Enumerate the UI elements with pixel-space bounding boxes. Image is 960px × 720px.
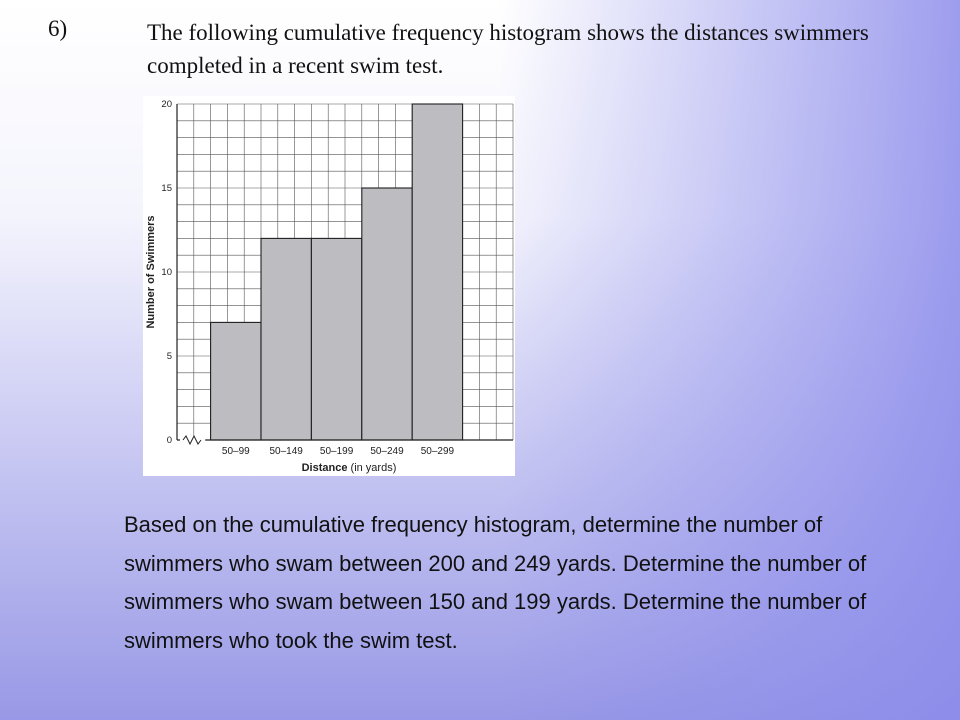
question-header: The following cumulative frequency histo…: [147, 20, 869, 78]
bar-50–99: [210, 321, 262, 441]
y-tick-label: 15: [161, 183, 172, 194]
axes: [176, 104, 513, 446]
bar-50–199: [310, 237, 363, 441]
histogram-panel: 0 5 10 15 20 50–99 50–149 50–199 50–249 50–299 Dis…: [143, 96, 515, 476]
x-tick-label: 50–149: [270, 446, 304, 457]
bars: [210, 103, 464, 441]
bar-50–249: [361, 187, 413, 441]
x-axis-title: Distance (in yards): [302, 462, 397, 474]
x-tick-label: 50–249: [370, 446, 404, 457]
axis-break-icon: [182, 434, 202, 446]
y-tick-label: 0: [167, 435, 172, 446]
y-tick-label: 5: [167, 351, 172, 362]
bar-50–299: [411, 103, 464, 441]
bar-50–149: [260, 237, 312, 441]
y-axis-title: Number of Swimmers: [145, 215, 157, 328]
x-axis-title-bold: Distance: [302, 462, 351, 474]
question-number: 6): [48, 16, 68, 41]
y-tick-label: 20: [161, 99, 172, 110]
axis-break-mask: [180, 436, 206, 444]
question-text: Based on the cumulative frequency histog…: [124, 512, 867, 653]
y-tick-label: 10: [161, 267, 172, 278]
axis-labels: 0 5 10 15 20 50–99 50–149 50–199 50–249 50–299 Dis…: [145, 99, 455, 474]
x-axis-title-units: (in yards): [351, 462, 397, 474]
x-tick-label: 50–299: [421, 446, 455, 457]
x-tick-label: 50–99: [222, 446, 250, 457]
x-tick-label: 50–199: [320, 446, 354, 457]
cumulative-frequency-histogram: 0 5 10 15 20 50–99 50–149 50–199 50–249 50–299 Dis…: [145, 99, 514, 474]
